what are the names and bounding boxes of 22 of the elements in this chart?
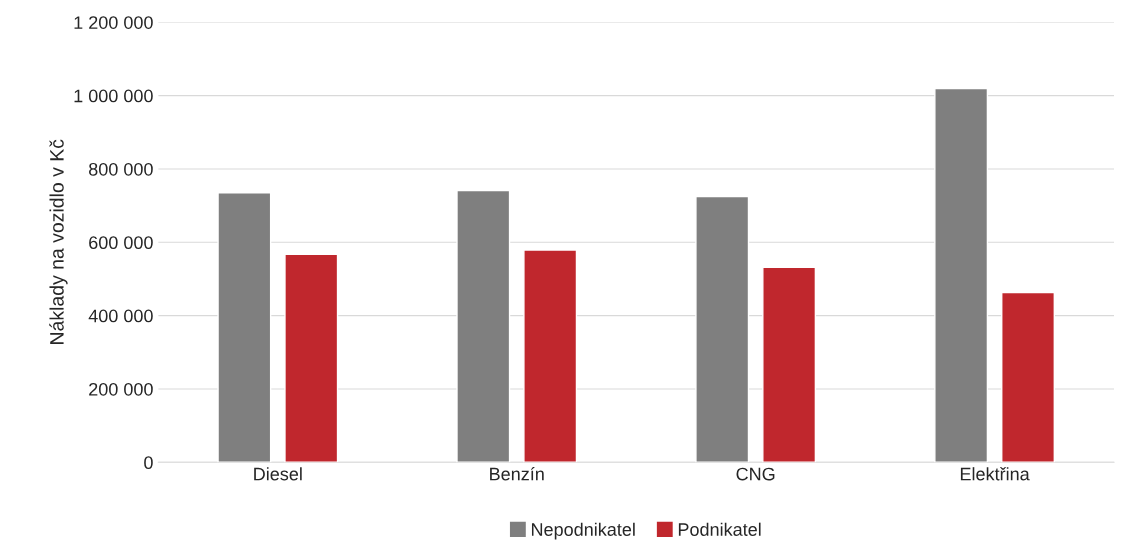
legend-label: Nepodnikatel (531, 522, 635, 540)
bar (284, 253, 339, 463)
y-axis-title: Náklady na vozidlo v Kč (49, 139, 68, 344)
bar (1001, 291, 1055, 463)
bar (934, 87, 989, 463)
y-tick-label: 800 000 (89, 162, 153, 176)
y-tick-label: 200 000 (89, 382, 153, 396)
bar (695, 195, 750, 463)
x-tick-label: Diesel (254, 467, 302, 481)
bar (762, 266, 817, 463)
x-tick-label: Elektřina (960, 467, 1030, 481)
bar (523, 249, 578, 463)
y-tick-label: 600 000 (89, 236, 153, 250)
x-tick-label: Benzín (490, 466, 544, 481)
y-tick-label: 1 200 000 (74, 16, 153, 29)
legend-label: Podnikatel (678, 522, 761, 536)
x-tick-label: CNG (736, 467, 775, 481)
bar (456, 189, 511, 463)
y-tick-label: 1 000 000 (74, 89, 153, 103)
bar (217, 192, 272, 463)
y-tick-label: 0 (144, 456, 153, 470)
y-tick-label: 400 000 (88, 309, 153, 323)
